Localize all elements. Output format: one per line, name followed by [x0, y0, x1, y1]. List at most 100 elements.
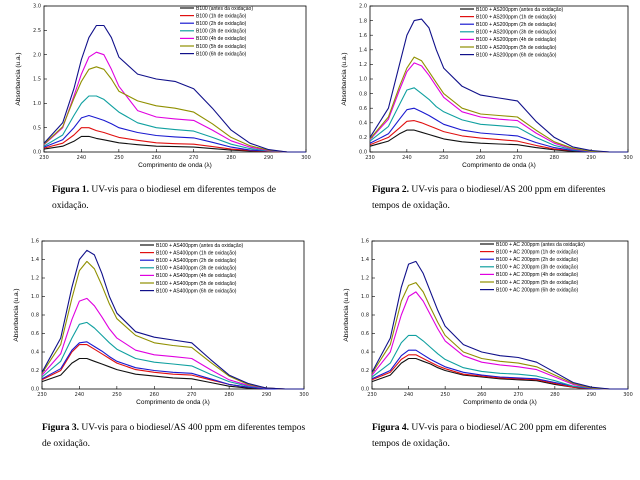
legend-entry: B100 + AC 200ppm (3h de oxidação): [496, 265, 578, 271]
y-tick-label: 1.6: [359, 33, 367, 39]
figure-label: Figura 4.: [372, 423, 409, 433]
chart-panel-2: 230 240 250 260 270 280 290 300 0.0 0.2 0.4 0.6 0.8 1…: [320, 0, 640, 175]
x-tick-label: 260: [152, 155, 162, 161]
y-tick-label: 1.8: [359, 18, 367, 24]
figure-text: UV-vis para o biodiesel/AS 200 ppm em di…: [372, 185, 606, 211]
legend-entry: B100 + AS400ppm (4h de oxidação): [156, 273, 237, 279]
legend-entry: B100 (5h de oxidação): [196, 44, 247, 50]
series-line-2: [43, 114, 306, 153]
x-tick-label: 250: [112, 392, 122, 398]
figure-label: Figura 2.: [372, 185, 409, 195]
series-line-5: [41, 260, 304, 390]
legend-entry: B100 + AS200ppm (4h de oxidação): [476, 37, 557, 43]
x-tick-label: 250: [440, 392, 450, 398]
legend-entry: B100 + AS200ppm (2h de oxidação): [476, 22, 557, 28]
figure-text: UV-vis para o biodiesel/AC 200 ppm em di…: [372, 423, 607, 449]
legend-entry: B100 + AC 200ppm (1h de oxidação): [496, 249, 578, 255]
x-tick-label: 230: [367, 392, 377, 398]
series-line-2: [41, 341, 304, 390]
chart-panel-1: 230 240 250 260 270 280 290 300 0.0 0.5 1.0 1.5 2.0 2…: [0, 0, 320, 175]
legend-entry: B100 + AC 200ppm (antes da oxidação): [496, 242, 585, 248]
x-tick-label: 240: [404, 392, 414, 398]
legend-entry: B100 (6h de oxidação): [196, 51, 247, 57]
x-tick-label: 300: [301, 155, 311, 161]
legend-entry: B100 + AC 200ppm (2h de oxidação): [496, 257, 578, 263]
y-tick-label: 0.0: [359, 150, 367, 156]
series-line-5: [369, 56, 628, 153]
y-tick-label: 0.6: [361, 331, 369, 337]
series-line-4: [369, 62, 628, 153]
x-tick-label: 260: [476, 155, 486, 161]
legend-entry: B100 + AC 200ppm (4h de oxidação): [496, 272, 578, 278]
y-tick-label: 0.0: [31, 387, 39, 393]
y-axis-label: Absorbancia (u.a.): [15, 52, 22, 105]
y-tick-label: 0.0: [33, 150, 41, 156]
figure-text: UV-vis para o biodiesel/AS 400 ppm em di…: [42, 423, 306, 449]
legend-entry: B100 (3h de oxidação): [196, 29, 247, 35]
y-tick-label: 1.2: [31, 276, 39, 282]
y-tick-label: 0.4: [31, 350, 39, 356]
y-tick-label: 0.8: [31, 313, 39, 319]
y-tick-label: 1.0: [31, 294, 39, 300]
y-tick-label: 0.5: [33, 125, 41, 131]
uvvis-chart-2: 230 240 250 260 270 280 290 300 0.0 0.2 0.4 0.6 0.8 1…: [341, 4, 633, 169]
series-line-6: [41, 249, 304, 390]
y-axis-label: Absorbancia (u.a.): [343, 288, 350, 341]
x-tick-label: 260: [150, 392, 160, 398]
x-axis-label: Comprimento de onda (λ): [136, 399, 210, 406]
y-tick-label: 1.4: [31, 257, 39, 263]
y-tick-label: 0.0: [361, 387, 369, 393]
y-tick-label: 0.4: [361, 350, 369, 356]
y-tick-label: 1.4: [361, 257, 369, 263]
x-axis-label: Comprimento de onda (λ): [463, 399, 537, 406]
legend-entry: B100 + AS400ppm (1h de oxidação): [156, 250, 237, 256]
legend-entry: B100 + AS200ppm (1h de oxidação): [476, 14, 557, 20]
legend-entry: B100 + AS200ppm (6h de oxidação): [476, 52, 557, 58]
y-tick-label: 2.0: [33, 52, 41, 58]
legend-entry: B100 + AC 200ppm (5h de oxidação): [496, 280, 578, 286]
y-tick-label: 0.6: [359, 106, 367, 112]
x-tick-label: 270: [514, 392, 524, 398]
series-line-1: [43, 127, 306, 153]
y-tick-label: 0.4: [359, 121, 367, 127]
figure-caption-2: Figura 2. UV-vis para o biodiesel/AS 200…: [372, 182, 622, 214]
y-tick-label: 0.6: [31, 331, 39, 337]
legend-entry: B100 + AS200ppm (5h de oxidação): [476, 45, 557, 51]
x-tick-label: 240: [402, 155, 412, 161]
y-tick-label: 1.6: [361, 239, 369, 245]
series-line-6: [371, 260, 628, 390]
series-line-4: [371, 291, 628, 390]
y-tick-label: 1.6: [31, 239, 39, 245]
series-line-6: [43, 24, 306, 153]
figure-label: Figura 3.: [42, 423, 79, 433]
x-tick-label: 250: [114, 155, 124, 161]
y-tick-label: 1.0: [33, 101, 41, 107]
legend-entry: B100 (1h de oxidação): [196, 13, 247, 19]
series-line-0: [369, 129, 628, 153]
y-tick-label: 1.4: [359, 48, 367, 54]
y-tick-label: 1.0: [359, 77, 367, 83]
x-tick-label: 290: [262, 392, 272, 398]
uvvis-chart-1: 230 240 250 260 270 280 290 300 0.0 0.5 1.0 1.5 2.0 2…: [15, 4, 311, 169]
legend-entry: B100 + AS400ppm (5h de oxidação): [156, 281, 237, 287]
series-line-5: [43, 66, 306, 153]
x-tick-label: 270: [187, 392, 197, 398]
x-axis-label: Comprimento de onda (λ): [138, 162, 212, 169]
x-tick-label: 290: [586, 155, 596, 161]
figure-caption-3: Figura 3. UV-vis para o biodiesel/AS 400…: [42, 420, 307, 452]
y-tick-label: 1.2: [359, 62, 367, 68]
x-tick-label: 300: [623, 155, 633, 161]
legend-entry: B100 + AS400ppm (2h de oxidação): [156, 258, 237, 264]
uvvis-chart-3: 230 240 250 260 270 280 290 300 0.0 0.2 0.4 0.6 0.8 1…: [13, 239, 309, 406]
legend-entry: B100 + AS400ppm (3h de oxidação): [156, 266, 237, 272]
legend-entry: B100 + AS200ppm (antes da oxidação): [476, 7, 563, 13]
series-line-1: [41, 344, 304, 390]
legend-entry: B100 + AS200ppm (3h de oxidação): [476, 30, 557, 36]
series-line-3: [43, 95, 306, 153]
y-tick-label: 1.5: [33, 77, 41, 83]
x-tick-label: 270: [513, 155, 523, 161]
x-tick-label: 230: [37, 392, 47, 398]
y-tick-label: 2.5: [33, 28, 41, 34]
series-line-4: [41, 297, 304, 390]
uvvis-chart-4: 230 240 250 260 270 280 290 300 0.0 0.2 0.4 0.6 0.8 1…: [343, 239, 633, 406]
